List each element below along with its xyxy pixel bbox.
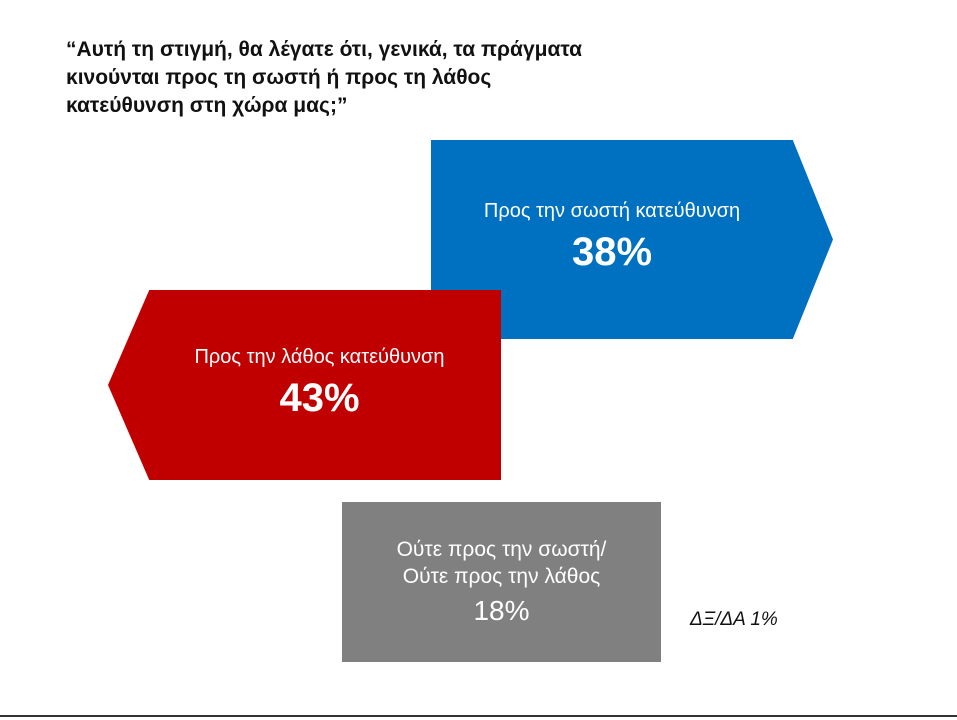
right-direction-value: 38% [571,230,653,274]
question-title: “Αυτή τη στιγμή, θα λέγατε ότι, γενικά, … [66,38,583,117]
wrong-direction-label: Προς την λάθος κατεύθυνση [194,346,445,368]
neither-value: 18% [473,595,530,626]
wrong-direction-value: 43% [279,376,360,420]
dont-know-footnote: ΔΞ/ΔΑ 1% [690,609,778,630]
right-direction-label: Προς την σωστή κατεύθυνση [483,200,741,222]
neither-label-line2: Ούτε προς την λάθος [402,565,601,588]
wrong-direction-arrow: Προς την λάθος κατεύθυνση 43% [108,290,501,480]
neither-label-line1: Ούτε προς την σωστή/ [396,538,607,561]
neither-box: Ούτε προς την σωστή/ Ούτε προς την λάθος… [342,502,661,662]
bottom-divider [0,715,957,717]
